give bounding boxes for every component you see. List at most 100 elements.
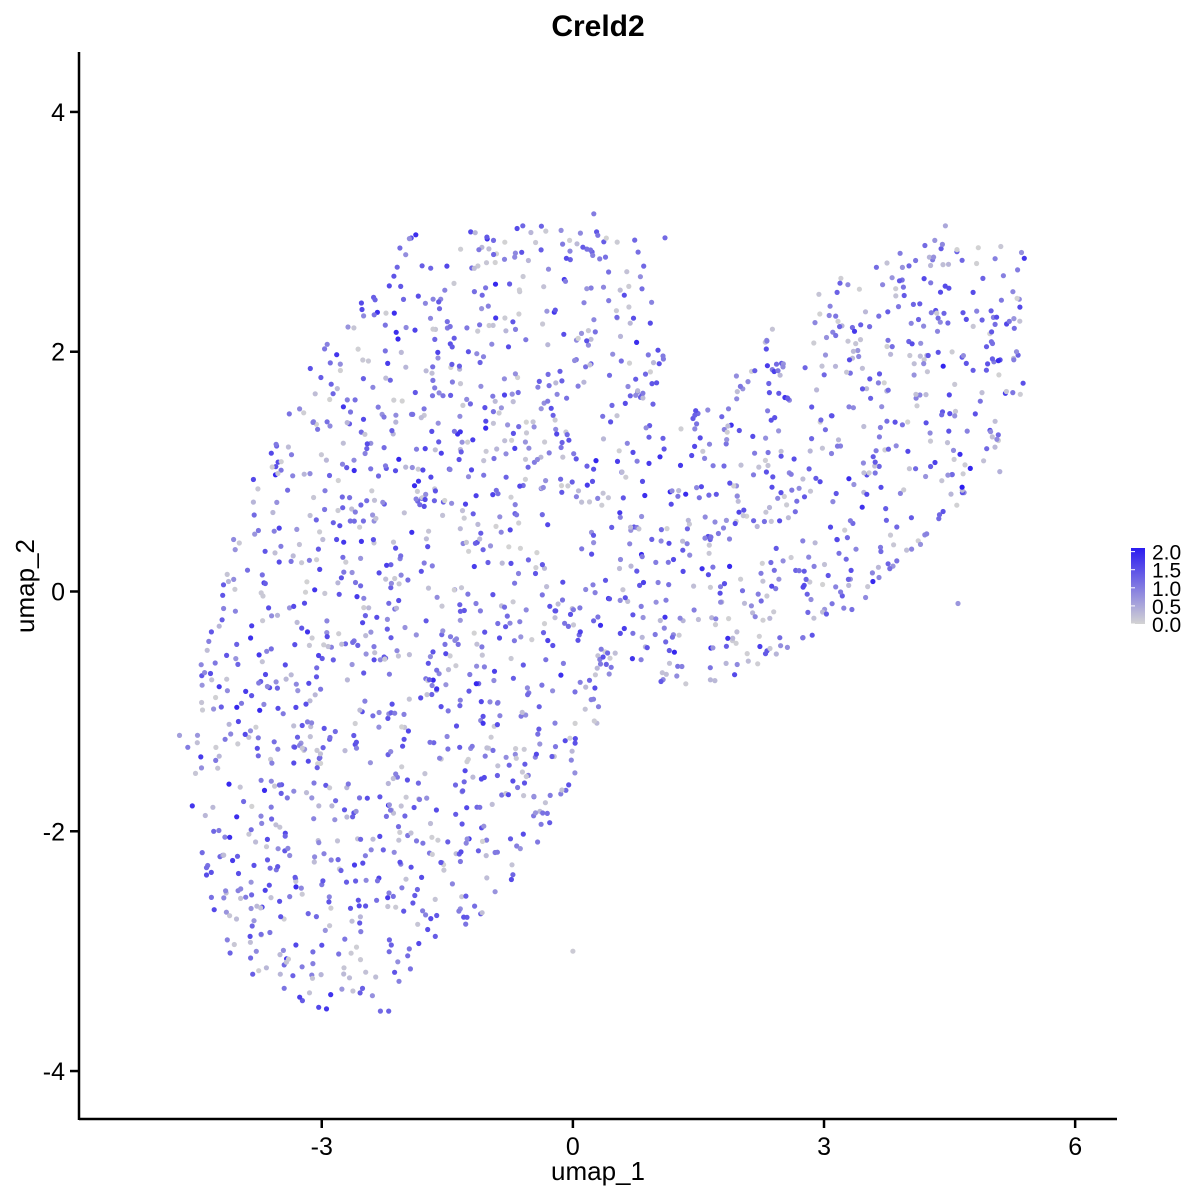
cell-point: [706, 550, 712, 556]
cell-point: [998, 297, 1005, 303]
cell-point: [385, 780, 391, 787]
cell-point: [700, 448, 706, 454]
cell-point: [456, 908, 462, 914]
cell-point: [899, 422, 906, 428]
cell-point: [900, 284, 907, 290]
cell-point: [403, 252, 409, 258]
cell-point: [276, 525, 282, 531]
cell-point: [906, 263, 912, 269]
cell-point: [479, 910, 485, 916]
cell-point: [498, 405, 504, 411]
cell-point: [251, 512, 257, 518]
cell-point: [482, 629, 488, 635]
cell-point: [293, 942, 299, 948]
cell-point: [689, 452, 695, 459]
cell-point: [435, 420, 441, 426]
cell-point: [290, 973, 296, 979]
cell-point: [316, 652, 322, 659]
cell-point: [254, 745, 260, 751]
cell-point: [505, 422, 511, 428]
cell-point: [512, 250, 519, 256]
cell-point: [860, 460, 867, 466]
cell-point: [641, 263, 647, 269]
cell-point: [194, 732, 201, 738]
cell-point: [437, 755, 443, 761]
cell-point: [490, 237, 497, 243]
cell-point: [544, 308, 550, 314]
cell-point: [324, 630, 330, 636]
cell-point: [723, 441, 729, 447]
cell-point: [963, 360, 969, 366]
cell-point: [923, 420, 929, 426]
cell-point: [879, 404, 885, 410]
cell-point: [358, 929, 364, 935]
cell-point: [490, 322, 496, 328]
cell-point: [433, 807, 439, 813]
cell-point: [342, 748, 348, 754]
cell-point: [377, 794, 383, 800]
cell-point: [368, 629, 374, 635]
cell-point: [534, 550, 540, 556]
cell-point: [513, 746, 519, 752]
cell-point: [970, 323, 976, 329]
cell-point: [199, 699, 205, 706]
cell-point: [272, 550, 278, 556]
cell-point: [357, 957, 364, 963]
cell-point: [850, 405, 857, 411]
cell-point: [320, 745, 326, 751]
colorbar-tick-label: 0.0: [1152, 614, 1181, 637]
cell-point: [499, 792, 505, 798]
cell-point: [529, 637, 535, 643]
cell-point: [258, 905, 264, 911]
cell-point: [859, 504, 865, 510]
cell-point: [520, 273, 526, 280]
cell-point: [243, 894, 249, 900]
cell-point: [538, 821, 544, 827]
cell-point: [411, 804, 417, 811]
cell-point: [457, 429, 463, 435]
cell-point: [571, 451, 577, 457]
cell-point: [649, 536, 655, 543]
cell-point: [531, 793, 537, 799]
cell-point: [607, 655, 613, 661]
cell-point: [371, 497, 378, 503]
cell-point: [490, 492, 496, 498]
cell-point: [668, 501, 674, 507]
cell-point: [211, 828, 217, 834]
cell-point: [370, 713, 376, 719]
cell-point: [731, 483, 737, 489]
cell-point: [523, 337, 529, 343]
cell-point: [463, 893, 469, 899]
cell-point: [310, 961, 316, 967]
cell-point: [889, 275, 895, 281]
cell-point: [436, 439, 442, 445]
cell-point: [646, 460, 652, 466]
cell-point: [849, 606, 855, 613]
cell-point: [233, 656, 239, 662]
cell-point: [630, 630, 636, 636]
cell-point: [509, 391, 515, 397]
cell-point: [997, 469, 1003, 475]
cell-point: [429, 851, 435, 858]
cell-point: [591, 466, 597, 472]
cell-point: [382, 463, 389, 469]
cell-point: [307, 734, 313, 740]
cell-point: [538, 406, 544, 412]
cell-point: [432, 488, 438, 494]
cell-point: [546, 450, 552, 456]
cell-point: [330, 520, 336, 526]
cell-point: [397, 245, 403, 251]
cell-point: [208, 629, 214, 635]
cell-point: [327, 734, 333, 741]
cell-point: [597, 256, 603, 262]
cell-point: [614, 239, 620, 245]
cell-point: [224, 571, 230, 578]
cell-point: [409, 464, 415, 471]
cell-point: [386, 1008, 392, 1014]
cell-point: [803, 576, 809, 583]
cell-point: [579, 546, 585, 552]
cell-point: [520, 662, 526, 668]
cell-point: [429, 428, 435, 434]
cell-point: [341, 807, 348, 813]
cell-point: [479, 306, 485, 312]
